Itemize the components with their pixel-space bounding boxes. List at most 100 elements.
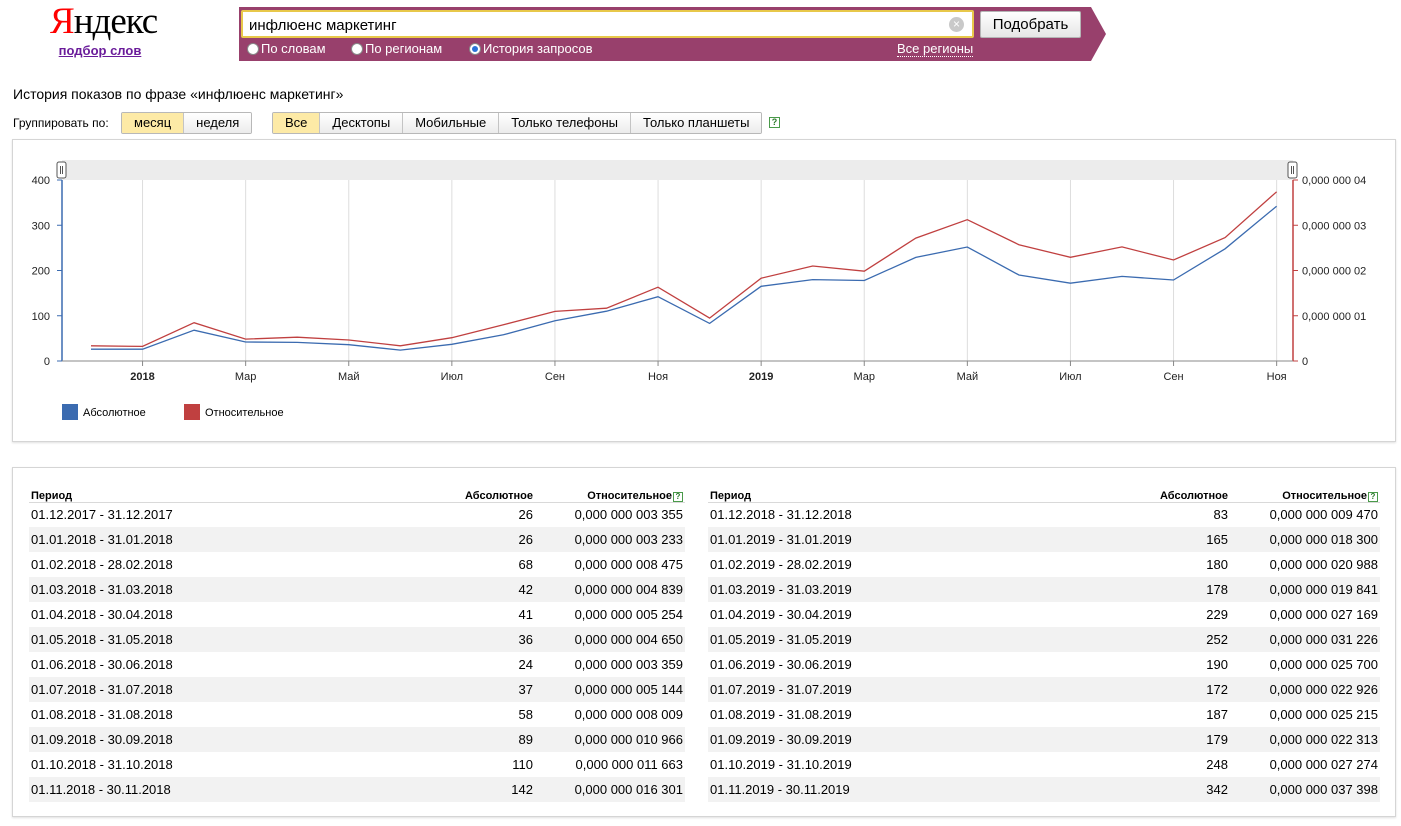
- yandex-logo[interactable]: Яндекс подбор слов: [50, 1, 158, 59]
- table-row: 01.10.2019 - 31.10.2019 248 0,000 000 027 …: [708, 752, 1380, 777]
- cell-period: 01.11.2018 - 30.11.2018: [29, 777, 359, 802]
- cell-absolute: 89: [359, 727, 535, 752]
- x-tick-label: Мар: [235, 371, 257, 383]
- history-table-left: Период Абсолютное Относительное? 01.12.2…: [29, 484, 685, 802]
- x-tick-label: Июл: [1059, 371, 1081, 383]
- cell-period: 01.10.2018 - 31.10.2018: [31, 757, 173, 772]
- cell-period: 01.01.2019 - 31.01.2019: [708, 527, 1048, 552]
- logo-wordmark[interactable]: Яндекс: [50, 1, 158, 42]
- mode-by-words[interactable]: По словам: [247, 41, 326, 56]
- all-regions-link[interactable]: Все регионы: [897, 41, 974, 57]
- y-left-tick-label: 400: [32, 175, 50, 187]
- cell-absolute: 26: [359, 527, 535, 552]
- help-icon[interactable]: ?: [769, 117, 780, 128]
- device-phones-button[interactable]: Только телефоны: [499, 113, 632, 133]
- cell-period: 01.02.2018 - 28.02.2018: [31, 557, 173, 572]
- group-by-toggle: месяц неделя: [121, 112, 253, 134]
- col-period: Период: [708, 484, 1048, 503]
- cell-absolute: 229: [1206, 607, 1228, 622]
- navigator-handle-right[interactable]: [1287, 161, 1298, 179]
- col-absolute: Абсолютное: [1048, 484, 1230, 503]
- table-row: 01.01.2018 - 31.01.2018 26 0,000 000 003 2…: [29, 527, 685, 552]
- cell-relative: 0,000 000 011 663: [575, 757, 683, 772]
- cell-relative: 0,000 000 003 233: [535, 527, 685, 552]
- legend-swatch-relative: [184, 404, 200, 420]
- x-tick-label: Сен: [545, 371, 565, 383]
- group-week-button[interactable]: неделя: [184, 113, 252, 133]
- radio-icon[interactable]: [247, 43, 259, 55]
- cell-period: 01.07.2019 - 31.07.2019: [708, 677, 1048, 702]
- cell-relative: 0,000 000 008 475: [574, 557, 683, 572]
- cell-absolute: 42: [359, 577, 535, 602]
- table-row: 01.05.2019 - 31.05.2019 252 0,000 000 031 …: [708, 627, 1380, 652]
- x-tick-label: Сен: [1163, 371, 1183, 383]
- table-row: 01.08.2018 - 31.08.2018 58 0,000 000 008 0…: [29, 702, 685, 727]
- cell-relative: 0,000 000 009 470: [1269, 507, 1378, 523]
- submit-button[interactable]: Подобрать: [980, 11, 1081, 38]
- table-row: 01.03.2018 - 31.03.2018 42 0,000 000 004 8…: [29, 577, 685, 602]
- cell-period: 01.04.2019 - 30.04.2019: [710, 607, 852, 622]
- table-row: 01.08.2019 - 31.08.2019 187 0,000 000 025 …: [708, 702, 1380, 727]
- search-band-arrow: [1091, 7, 1106, 61]
- clear-icon[interactable]: ×: [949, 17, 964, 32]
- device-tablets-button[interactable]: Только планшеты: [631, 113, 762, 133]
- x-tick-label: Ноя: [648, 371, 668, 383]
- y-left-tick-label: 200: [32, 266, 50, 278]
- device-filter: Все Десктопы Мобильные Только телефоны Т…: [272, 112, 763, 134]
- cell-absolute: 165: [1048, 527, 1230, 552]
- cell-period: 01.08.2019 - 31.08.2019: [710, 707, 852, 722]
- mode-by-regions[interactable]: По регионам: [351, 41, 442, 56]
- cell-absolute: 142: [359, 777, 535, 802]
- cell-absolute: 187: [1206, 707, 1228, 722]
- device-desktop-button[interactable]: Десктопы: [320, 113, 404, 133]
- cell-period: 01.10.2019 - 31.10.2019: [710, 757, 852, 772]
- cell-relative: 0,000 000 003 355: [574, 507, 683, 523]
- wordstat-home-link[interactable]: подбор слов: [58, 43, 142, 58]
- cell-absolute: 110: [512, 757, 533, 772]
- series-line-relative: [90, 191, 1278, 348]
- cell-absolute: 180: [1206, 557, 1228, 572]
- table-row: 01.03.2019 - 31.03.2019 178 0,000 000 019 …: [708, 577, 1380, 602]
- cell-absolute: 36: [359, 627, 535, 652]
- device-mobile-button[interactable]: Мобильные: [403, 113, 500, 133]
- help-icon[interactable]: ?: [1368, 491, 1378, 502]
- table-row: 01.12.2018 - 31.12.2018 83 0,000 000 009 4…: [708, 502, 1380, 527]
- cell-absolute: 41: [518, 607, 533, 622]
- help-icon[interactable]: ?: [673, 491, 683, 502]
- cell-relative: 0,000 000 004 839: [535, 577, 685, 602]
- device-all-button[interactable]: Все: [273, 113, 321, 133]
- cell-relative: 0,000 000 031 226: [1230, 627, 1380, 652]
- cell-period: 01.03.2018 - 31.03.2018: [29, 577, 359, 602]
- x-tick-label: Июл: [441, 371, 463, 383]
- cell-period: 01.07.2018 - 31.07.2018: [29, 677, 359, 702]
- table-header-row: Период Абсолютное Относительное?: [708, 484, 1380, 503]
- cell-period: 01.01.2018 - 31.01.2018: [29, 527, 359, 552]
- cell-relative: 0,000 000 016 301: [535, 777, 685, 802]
- radio-icon[interactable]: [351, 43, 363, 55]
- cell-relative: 0,000 000 005 144: [535, 677, 685, 702]
- radio-selected-icon[interactable]: [469, 43, 481, 55]
- mode-history[interactable]: История запросов: [469, 41, 593, 56]
- chart-navigator: [62, 160, 1293, 180]
- cell-relative: 0,000 000 020 988: [1269, 557, 1378, 572]
- legend-swatch-absolute: [62, 404, 78, 420]
- history-table-right: Период Абсолютное Относительное? 01.12.2…: [708, 484, 1380, 802]
- history-chart: 2018 Мар Май Июл Сен Ноя 2019 Мар Май Июл Сен Ноя 0 1…: [32, 160, 1366, 383]
- cell-period: 01.08.2018 - 31.08.2018: [31, 707, 173, 722]
- navigator-handle-left[interactable]: [56, 161, 67, 179]
- table-row: 01.06.2018 - 30.06.2018 24 0,000 000 003 3…: [29, 652, 685, 677]
- cell-absolute: 179: [1048, 727, 1230, 752]
- cell-relative: 0,000 000 003 359: [574, 657, 683, 672]
- search-input[interactable]: [249, 15, 939, 35]
- x-tick-label: 2018: [130, 371, 154, 383]
- cell-period: 01.02.2019 - 28.02.2019: [710, 557, 852, 572]
- legend-absolute[interactable]: Абсолютное: [62, 404, 146, 420]
- cell-relative: 0,000 000 018 300: [1230, 527, 1380, 552]
- table-header-row: Период Абсолютное Относительное?: [29, 484, 685, 503]
- y-right-tick-label: 0,000 000 04: [1302, 175, 1366, 187]
- group-month-button[interactable]: месяц: [122, 113, 185, 133]
- y-left-tick-label: 100: [32, 311, 50, 323]
- legend-relative[interactable]: Относительное: [184, 404, 284, 420]
- chart-panel: 2018 Мар Май Июл Сен Ноя 2019 Мар Май Июл Сен Ноя 0 1…: [12, 139, 1396, 442]
- search-field[interactable]: ×: [241, 10, 974, 38]
